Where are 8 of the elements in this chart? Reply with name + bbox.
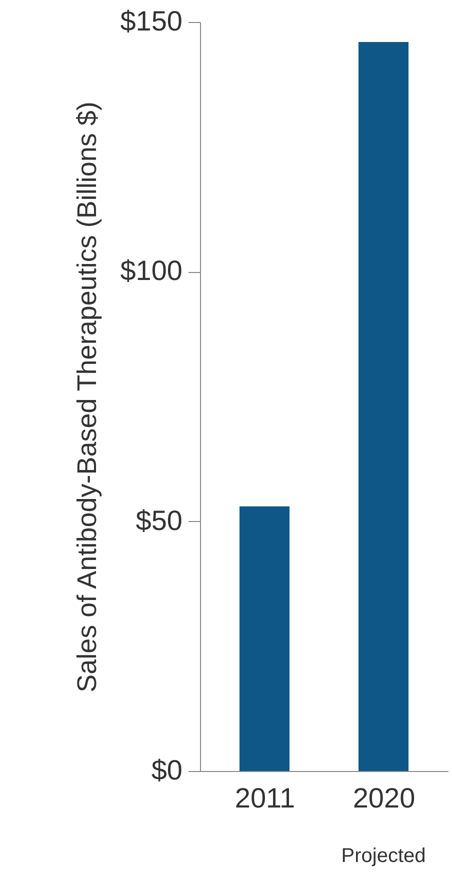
y-tick-label: $0 [151,754,182,786]
text: Projected [341,845,426,867]
y-axis-title: Sales of Antibody-Based Therapeutics (Billions $) [72,102,102,692]
y-tick-label: $100 [120,255,182,286]
x-tick-label: 2020 [352,782,416,814]
y-tick-label: $50 [136,504,182,536]
y-tick-label: $150 [120,6,182,36]
x-tick-label: 2011 [234,782,296,814]
